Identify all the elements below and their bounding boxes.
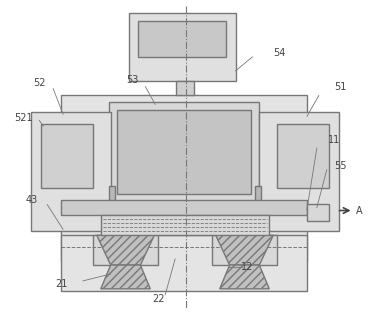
Bar xyxy=(116,110,251,194)
Bar xyxy=(109,186,115,202)
Polygon shape xyxy=(220,265,269,289)
Text: A: A xyxy=(356,205,362,216)
Text: 521: 521 xyxy=(14,113,33,123)
Bar xyxy=(61,235,307,291)
Bar xyxy=(256,186,262,202)
Bar xyxy=(212,235,277,265)
Polygon shape xyxy=(97,235,154,265)
Bar xyxy=(259,112,339,231)
Bar xyxy=(307,204,329,222)
Polygon shape xyxy=(101,265,150,289)
Bar xyxy=(61,94,307,261)
Text: 54: 54 xyxy=(273,48,285,58)
Bar xyxy=(31,112,110,231)
Bar xyxy=(138,21,226,57)
Text: 43: 43 xyxy=(25,195,38,205)
Text: 11: 11 xyxy=(328,135,340,145)
Bar xyxy=(41,124,93,188)
Text: 55: 55 xyxy=(334,161,347,171)
Bar xyxy=(61,200,307,216)
Bar xyxy=(128,13,235,81)
Text: 51: 51 xyxy=(334,82,347,92)
Text: 21: 21 xyxy=(55,279,67,289)
Text: 22: 22 xyxy=(152,294,164,304)
Polygon shape xyxy=(216,235,273,265)
Bar xyxy=(109,102,259,202)
Bar xyxy=(277,124,329,188)
Bar xyxy=(93,235,158,265)
Bar xyxy=(176,81,194,94)
Text: 53: 53 xyxy=(126,75,139,85)
Text: 12: 12 xyxy=(241,262,254,272)
Bar xyxy=(101,216,269,235)
Text: 52: 52 xyxy=(33,78,45,88)
